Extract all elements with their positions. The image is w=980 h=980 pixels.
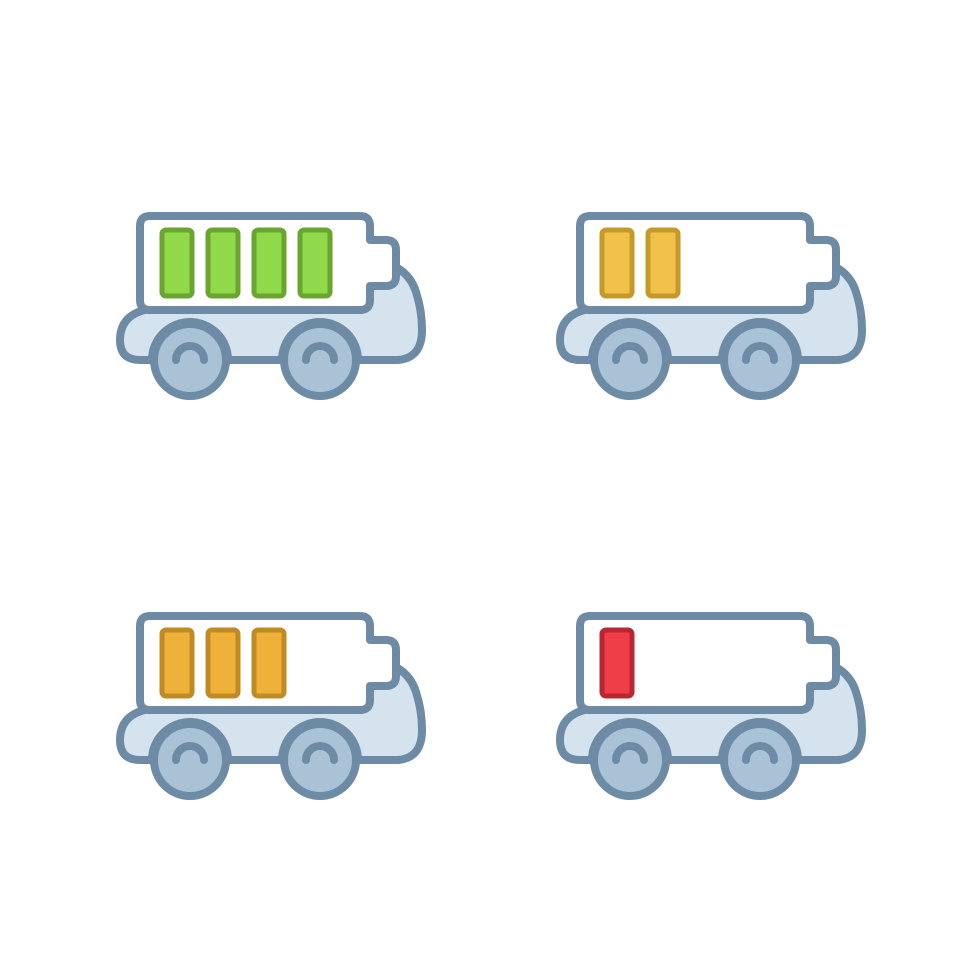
ev-battery-full-icon <box>100 200 440 430</box>
ev-battery-low-icon <box>540 600 880 830</box>
icon-grid <box>100 200 880 830</box>
ev-battery-medium-icon <box>100 600 440 830</box>
ev-battery-half-icon <box>540 200 880 430</box>
